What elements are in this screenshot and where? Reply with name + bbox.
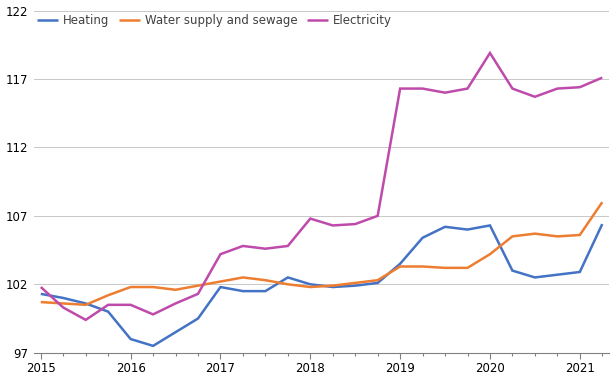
Water supply and sewage	[352, 281, 359, 285]
Electricity	[509, 86, 516, 91]
Electricity	[419, 86, 426, 91]
Electricity	[60, 305, 67, 310]
Electricity	[531, 94, 539, 99]
Water supply and sewage	[284, 282, 292, 287]
Water supply and sewage	[442, 266, 449, 270]
Line: Electricity: Electricity	[41, 53, 602, 320]
Electricity	[194, 291, 202, 296]
Electricity	[352, 222, 359, 226]
Water supply and sewage	[419, 264, 426, 269]
Heating	[598, 222, 606, 226]
Heating	[329, 285, 336, 289]
Electricity	[284, 244, 292, 248]
Water supply and sewage	[37, 300, 44, 304]
Heating	[216, 285, 224, 289]
Electricity	[486, 51, 494, 55]
Heating	[554, 272, 561, 277]
Water supply and sewage	[598, 200, 606, 205]
Electricity	[82, 318, 89, 322]
Heating	[374, 281, 381, 285]
Water supply and sewage	[149, 285, 157, 289]
Electricity	[149, 312, 157, 317]
Electricity	[37, 285, 44, 289]
Water supply and sewage	[194, 283, 202, 288]
Heating	[486, 223, 494, 228]
Heating	[284, 275, 292, 280]
Heating	[105, 309, 112, 314]
Heating	[149, 344, 157, 348]
Water supply and sewage	[374, 278, 381, 282]
Water supply and sewage	[554, 234, 561, 239]
Electricity	[239, 244, 247, 248]
Water supply and sewage	[329, 283, 336, 288]
Water supply and sewage	[172, 288, 179, 292]
Water supply and sewage	[307, 285, 314, 289]
Electricity	[216, 252, 224, 256]
Heating	[419, 235, 426, 240]
Heating	[37, 291, 44, 296]
Heating	[576, 270, 584, 274]
Heating	[262, 289, 269, 293]
Electricity	[374, 214, 381, 218]
Water supply and sewage	[486, 252, 494, 256]
Water supply and sewage	[239, 275, 247, 280]
Heating	[352, 283, 359, 288]
Line: Heating: Heating	[41, 224, 602, 346]
Water supply and sewage	[262, 278, 269, 282]
Heating	[172, 330, 179, 335]
Heating	[60, 296, 67, 300]
Heating	[82, 301, 89, 306]
Water supply and sewage	[509, 234, 516, 239]
Heating	[464, 227, 471, 232]
Electricity	[172, 301, 179, 306]
Heating	[442, 224, 449, 229]
Heating	[194, 316, 202, 321]
Water supply and sewage	[216, 279, 224, 284]
Electricity	[576, 85, 584, 90]
Electricity	[307, 216, 314, 221]
Electricity	[397, 86, 404, 91]
Water supply and sewage	[397, 264, 404, 269]
Heating	[509, 268, 516, 273]
Electricity	[127, 303, 134, 307]
Water supply and sewage	[82, 303, 89, 307]
Heating	[397, 261, 404, 266]
Water supply and sewage	[127, 285, 134, 289]
Electricity	[442, 90, 449, 95]
Electricity	[105, 303, 112, 307]
Water supply and sewage	[60, 301, 67, 306]
Electricity	[329, 223, 336, 228]
Water supply and sewage	[576, 233, 584, 237]
Heating	[239, 289, 247, 293]
Legend: Heating, Water supply and sewage, Electricity: Heating, Water supply and sewage, Electr…	[37, 14, 392, 27]
Electricity	[464, 86, 471, 91]
Heating	[307, 282, 314, 287]
Water supply and sewage	[531, 231, 539, 236]
Water supply and sewage	[464, 266, 471, 270]
Heating	[127, 337, 134, 341]
Electricity	[598, 75, 606, 80]
Electricity	[554, 86, 561, 91]
Heating	[531, 275, 539, 280]
Water supply and sewage	[105, 293, 112, 298]
Line: Water supply and sewage: Water supply and sewage	[41, 202, 602, 305]
Electricity	[262, 247, 269, 251]
